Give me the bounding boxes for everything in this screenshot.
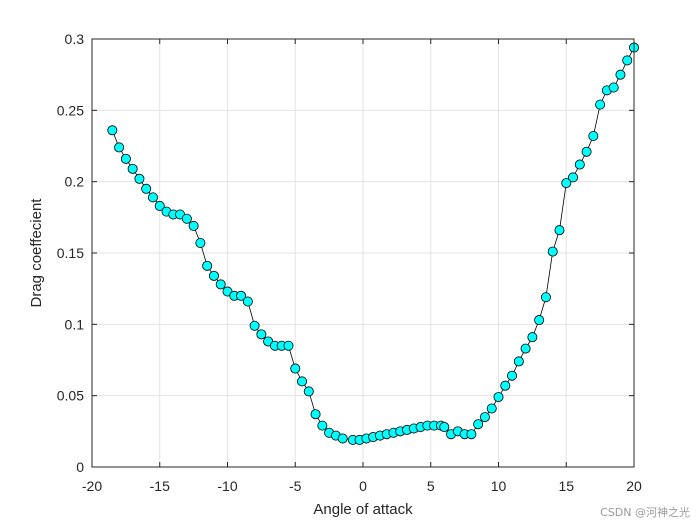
- data-point: [534, 315, 545, 326]
- x-tick-label: -5: [289, 478, 302, 494]
- data-point: [195, 238, 206, 249]
- data-point: [608, 82, 619, 93]
- x-axis-ticks: -20 -15 -10 -5 0 5 10 15 20: [82, 39, 642, 494]
- data-point: [337, 433, 348, 444]
- data-point: [574, 159, 585, 170]
- data-point: [283, 340, 294, 351]
- data-point: [290, 363, 301, 374]
- data-point: [242, 296, 253, 307]
- data-point: [134, 173, 145, 184]
- x-tick-label: 20: [626, 478, 642, 494]
- x-tick-label: -10: [217, 478, 237, 494]
- y-tick-label: 0.1: [65, 316, 85, 332]
- y-tick-label: 0: [76, 459, 84, 475]
- data-point: [595, 99, 606, 110]
- data-point: [236, 290, 247, 301]
- data-point: [215, 279, 226, 290]
- data-point: [154, 200, 165, 211]
- data-point: [588, 131, 599, 142]
- data-point: [147, 192, 158, 203]
- y-axis-label: Drag coeffecient: [28, 198, 45, 308]
- data-point: [141, 183, 152, 194]
- data-point: [181, 213, 192, 224]
- data-point: [554, 225, 565, 236]
- data-point: [547, 246, 558, 257]
- data-point: [120, 153, 131, 164]
- data-point: [520, 343, 531, 354]
- data-point: [317, 420, 328, 431]
- data-point: [473, 419, 484, 430]
- x-axis-label: Angle of attack: [313, 501, 413, 518]
- x-tick-label: 15: [558, 478, 574, 494]
- data-point: [114, 142, 125, 153]
- data-point: [310, 409, 321, 420]
- data-point: [303, 386, 314, 397]
- data-point: [507, 370, 518, 381]
- series-layer: [107, 42, 640, 445]
- data-point: [249, 320, 260, 331]
- y-axis-ticks: 0 0.05 0.1 0.15 0.2 0.25 0.3: [57, 31, 634, 475]
- x-tick-label: 0: [359, 478, 367, 494]
- x-tick-label: -20: [82, 478, 102, 494]
- y-tick-label: 0.05: [57, 388, 84, 404]
- data-point: [208, 270, 219, 281]
- data-point: [297, 376, 308, 387]
- data-point: [202, 260, 213, 271]
- data-point: [493, 392, 504, 403]
- data-point: [622, 55, 633, 66]
- data-point: [581, 146, 592, 157]
- data-point: [615, 69, 626, 80]
- data-point: [188, 220, 199, 231]
- data-point: [513, 356, 524, 367]
- data-point: [127, 163, 138, 174]
- watermark-text: CSDN @河神之光: [600, 505, 690, 519]
- data-point: [540, 292, 551, 303]
- data-point: [561, 178, 572, 189]
- y-tick-label: 0.2: [65, 174, 85, 190]
- x-tick-label: 10: [491, 478, 507, 494]
- x-tick-label: 5: [427, 478, 435, 494]
- data-point: [466, 429, 477, 440]
- data-point: [486, 403, 497, 414]
- x-tick-label: -15: [150, 478, 170, 494]
- data-point: [439, 422, 450, 433]
- y-tick-label: 0.15: [57, 245, 84, 261]
- y-tick-label: 0.25: [57, 102, 84, 118]
- y-tick-label: 0.3: [65, 31, 85, 47]
- data-point: [500, 380, 511, 391]
- data-point: [256, 329, 267, 340]
- data-point: [527, 332, 538, 343]
- data-point: [107, 125, 118, 136]
- data-point: [479, 412, 490, 423]
- data-point: [568, 172, 579, 183]
